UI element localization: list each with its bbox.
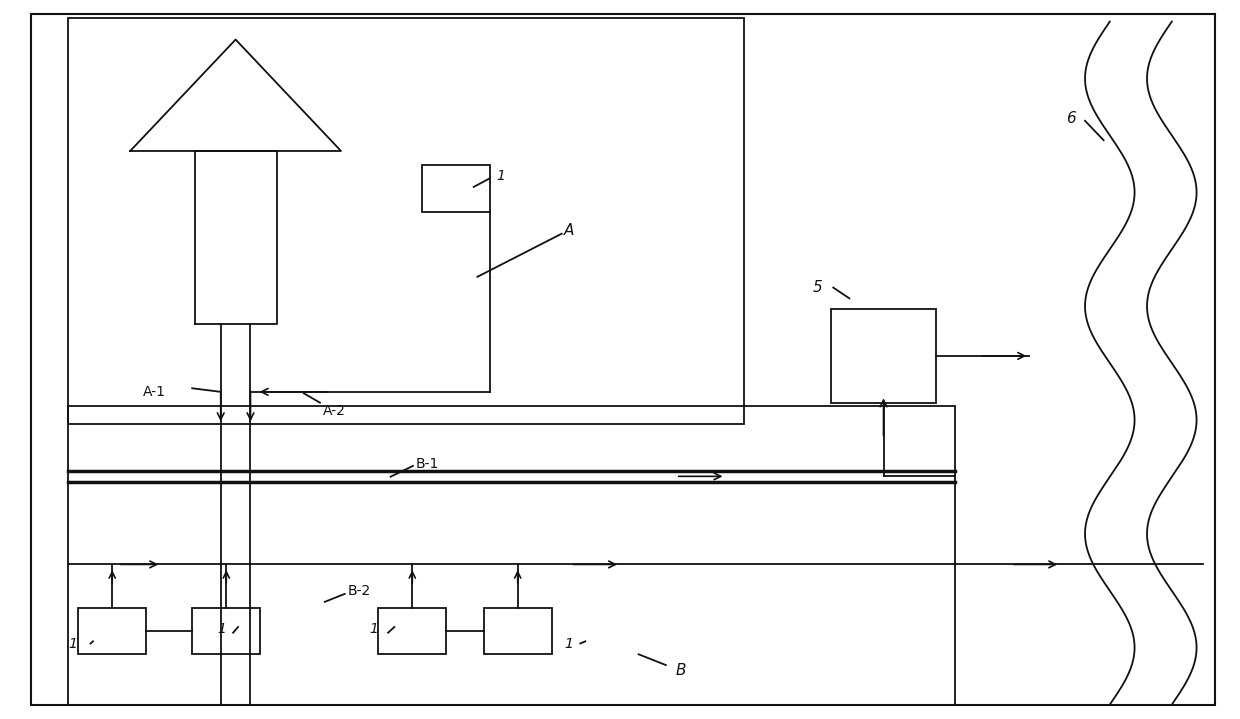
Bar bbox=[422, 165, 490, 212]
Bar bbox=[192, 608, 260, 654]
Text: A: A bbox=[564, 223, 574, 237]
Text: B: B bbox=[676, 663, 686, 677]
Text: A-2: A-2 bbox=[322, 404, 345, 418]
Text: B-2: B-2 bbox=[347, 584, 371, 598]
Bar bbox=[78, 608, 146, 654]
Bar bbox=[68, 18, 744, 424]
Bar bbox=[831, 309, 936, 403]
Bar bbox=[378, 608, 446, 654]
Text: 6: 6 bbox=[1066, 111, 1076, 126]
Text: A-1: A-1 bbox=[143, 385, 166, 399]
Text: 5: 5 bbox=[812, 280, 822, 295]
Text: 1: 1 bbox=[68, 636, 77, 651]
Text: B-1: B-1 bbox=[415, 457, 439, 471]
Text: 1: 1 bbox=[496, 169, 505, 183]
Bar bbox=[484, 608, 552, 654]
Text: 1: 1 bbox=[564, 636, 573, 651]
Text: 1: 1 bbox=[370, 622, 378, 636]
Text: 1: 1 bbox=[217, 622, 226, 636]
Bar bbox=[68, 406, 955, 705]
